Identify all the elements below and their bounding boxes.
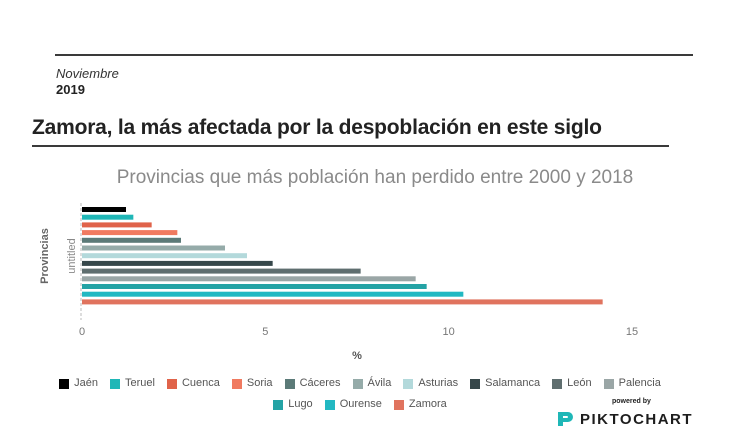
x-tick-label: 0 [79, 326, 85, 338]
legend-item-ávila: Ávila [352, 377, 392, 390]
bar-salamanca [82, 260, 273, 266]
legend-label: León [567, 377, 592, 389]
legend-swatch [403, 378, 414, 389]
legend-swatch [166, 378, 177, 389]
legend-swatch [284, 378, 295, 389]
piktochart-brand: PIKTOCHART [556, 410, 693, 428]
chart-legend: Jaén Teruel Cuenca Soria Cáceres Ávila Asturia… [30, 377, 690, 411]
x-tick-labels: 0 5 10 15 [79, 326, 638, 338]
legend-swatch [603, 378, 614, 389]
legend-label: Ávila [367, 377, 392, 389]
legend-swatch [231, 378, 242, 389]
bar-ourense [82, 291, 464, 297]
legend-swatch [109, 378, 120, 389]
header-bottom-rule [32, 145, 669, 147]
header-year: 2019 [56, 82, 85, 97]
header-month: Noviembre [56, 66, 119, 81]
bar-soria [82, 230, 178, 236]
legend-label: Lugo [288, 398, 313, 410]
legend-swatch [324, 399, 335, 410]
legend-item-lugo: Lugo [273, 398, 313, 411]
legend-label: Asturias [418, 377, 459, 389]
header-top-rule [55, 54, 693, 56]
legend-label: Salamanca [485, 377, 541, 389]
legend-item-cáceres: Cáceres [284, 377, 341, 390]
y-axis-label: Provincias [39, 228, 51, 284]
powered-by-text: powered by [612, 398, 651, 405]
legend-item-salamanca: Salamanca [470, 377, 540, 390]
x-axis-label: % [352, 350, 362, 362]
bar-león [82, 268, 361, 274]
bar-cuenca [82, 222, 152, 228]
legend-item-ourense: Ourense [324, 398, 382, 411]
legend-item-cuenca: Cuenca [166, 377, 220, 390]
bar-asturias [82, 253, 247, 259]
x-tick-label: 15 [626, 326, 638, 338]
legend-label: Soria [246, 377, 273, 389]
chart-title: Provincias que más población han perdido… [116, 167, 634, 188]
legend-swatch [393, 399, 404, 410]
headline: Zamora, la más afectada por la despoblac… [32, 116, 602, 139]
legend-swatch [59, 378, 70, 389]
legend-swatch [352, 378, 363, 389]
legend-label: Ourense [339, 398, 382, 410]
legend-label: Jaén [74, 377, 98, 389]
bar-teruel [82, 214, 134, 220]
legend-item-soria: Soria [231, 377, 273, 390]
piktochart-logo-icon [558, 412, 573, 426]
legend-label: Palencia [618, 377, 661, 389]
legend-item-zamora: Zamora [393, 398, 447, 411]
bar-jaén [82, 207, 126, 212]
legend-label: Cáceres [299, 377, 341, 389]
legend-label: Cuenca [181, 377, 220, 389]
y-category-label: untitled [66, 238, 78, 273]
legend-label: Teruel [124, 377, 155, 389]
legend-swatch [273, 399, 284, 410]
x-tick-label: 5 [262, 326, 268, 338]
legend-item-jaén: Jaén [59, 377, 98, 390]
legend-item-teruel: Teruel [109, 377, 155, 390]
legend-swatch [470, 378, 481, 389]
bar-ávila [82, 245, 225, 251]
bar-cáceres [82, 237, 181, 243]
legend-item-asturias: Asturias [403, 377, 458, 390]
legend-item-león: León [552, 377, 592, 390]
bars-group [82, 207, 603, 305]
piktochart-name: PIKTOCHART [580, 410, 694, 428]
bar-lugo [82, 284, 427, 289]
bar-palencia [82, 276, 416, 282]
x-tick-label: 10 [443, 326, 455, 338]
legend-swatch [552, 378, 563, 389]
bar-zamora [82, 299, 603, 305]
legend-label: Zamora [408, 398, 447, 410]
legend-item-palencia: Palencia [603, 377, 661, 390]
